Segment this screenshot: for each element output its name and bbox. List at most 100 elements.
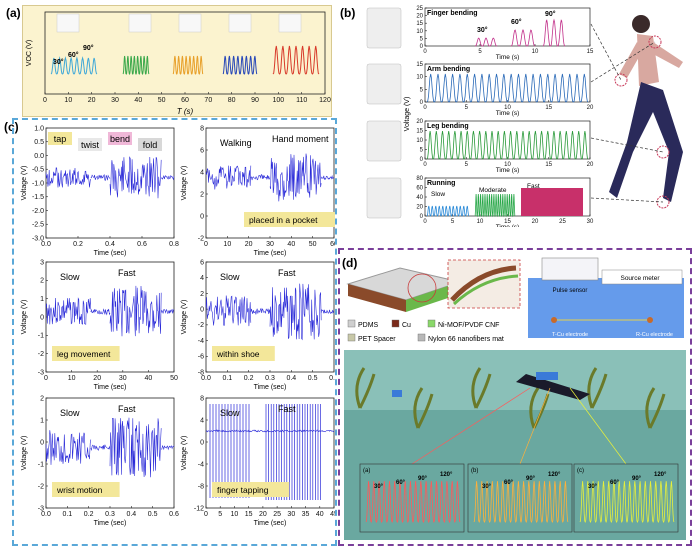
speed-label: Fast	[527, 183, 540, 190]
series-line-slow	[426, 205, 470, 217]
inset-angle: 60°	[610, 480, 620, 486]
x-tick-label: 5	[478, 49, 482, 55]
inset-angle: 30°	[482, 484, 492, 490]
inset-frame	[573, 463, 679, 533]
plot-title: Arm bending	[427, 66, 470, 73]
y-tick-label: 3	[40, 259, 44, 266]
x-tick-label: 25	[559, 219, 566, 225]
x-tick-label: 15	[545, 162, 552, 168]
tcu-electrode	[551, 317, 557, 323]
zoom-layer	[450, 265, 517, 302]
panel-c-label: (c)	[4, 120, 19, 134]
runner-arms	[619, 42, 683, 78]
tag-bg	[108, 132, 132, 145]
y-tick-label: -6	[198, 354, 204, 361]
y-tick-label: -2.5	[32, 222, 44, 229]
signal-trace	[90, 174, 111, 181]
signal-trace	[250, 307, 271, 315]
x-tick-label: 15	[504, 219, 511, 225]
x-axis-label: Time (s)	[496, 54, 520, 61]
x-tick-label: 80	[228, 97, 236, 104]
angle-label: 30°	[53, 58, 64, 66]
y-tick-label: 4	[200, 275, 204, 282]
segment-label: Slow	[60, 408, 80, 418]
signal-trace	[45, 430, 92, 465]
x-tick-label: 0.6	[137, 241, 147, 248]
sensor-marker	[656, 145, 670, 159]
y-tick-label: -2	[198, 235, 204, 242]
x-tick-label: 20	[532, 219, 539, 225]
y-tick-label: -1	[38, 461, 44, 468]
y-tick-label: 15	[416, 129, 423, 135]
angle-label: 90°	[545, 10, 556, 18]
y-tick-label: 20	[416, 119, 423, 125]
y-tick-label: 60	[416, 186, 423, 192]
x-tick-label: 0	[423, 49, 427, 55]
x-axis-label: Time (sec)	[254, 520, 287, 527]
x-tick-label: 30	[587, 219, 594, 225]
series-line-1	[426, 73, 589, 103]
sensor-marker	[614, 73, 628, 87]
y-axis-label: Voltage (V)	[21, 166, 28, 201]
y-tick-label: 8	[200, 125, 204, 132]
y-tick-label: -1.0	[32, 180, 44, 187]
angle-label: 60°	[511, 18, 522, 26]
x-tick-label: 100	[272, 97, 284, 104]
signal-trace	[90, 444, 111, 451]
note-label: within shoe	[216, 349, 260, 359]
x-axis-label: Time (s)	[496, 110, 520, 117]
angle-label: 90°	[83, 44, 94, 52]
runner-legs	[609, 82, 683, 202]
x-tick-label: 45	[330, 511, 335, 518]
note-label: finger tapping	[217, 485, 269, 495]
x-tick-label: 5	[465, 162, 469, 168]
pulse-sensor-label: Pulse sensor	[553, 288, 588, 294]
legend-swatch	[347, 333, 356, 342]
x-tick-label: 50	[158, 97, 166, 104]
seaweed	[587, 367, 608, 409]
segment-label: Hand moment	[272, 134, 329, 144]
y-tick-label: 10	[416, 29, 423, 35]
x-axis-label: Time (sec)	[94, 384, 127, 391]
runner-head	[632, 15, 650, 33]
sensor-marker	[648, 35, 662, 49]
x-tick-label: 35	[302, 511, 310, 518]
inset-angle: 90°	[418, 476, 428, 482]
signal-trace	[320, 174, 335, 180]
motion-photo	[56, 13, 80, 33]
y-tick-label: -2.0	[32, 208, 44, 215]
note-label: leg movement	[57, 349, 111, 359]
legend-swatch	[427, 319, 436, 328]
y-tick-label: -3.0	[32, 235, 44, 242]
legend-label: Ni-MOF/PVDF CNF	[438, 322, 499, 329]
y-tick-label: -8	[198, 483, 204, 490]
segment-label: Walking	[220, 138, 252, 148]
series-line-a4	[222, 55, 258, 75]
x-tick-label: 0.2	[244, 375, 254, 382]
y-tick-label: -2	[38, 483, 44, 490]
x-tick-label: 0.4	[126, 511, 136, 518]
x-axis-label: Time (sec)	[94, 250, 127, 257]
source-meter-label: Source meter	[620, 275, 660, 282]
signal-trace	[269, 283, 322, 341]
y-tick-label: 15	[416, 21, 423, 27]
inset-frame	[467, 463, 573, 533]
sensor-photo	[366, 63, 402, 105]
x-tick-label: 0	[423, 219, 427, 225]
x-tick-label: 0.3	[105, 511, 115, 518]
y-tick-label: 2	[40, 395, 44, 402]
note-label: placed in a pocket	[249, 215, 318, 225]
pulse-sensor-box	[541, 257, 599, 281]
inset-leader	[519, 387, 551, 465]
y-tick-label: 0	[420, 214, 424, 220]
x-tick-label: 5	[451, 219, 455, 225]
signal-trace	[109, 285, 162, 337]
water-tank	[528, 278, 684, 338]
inset-series	[365, 481, 461, 524]
panel-a-label: (a)	[6, 6, 21, 20]
x-tick-label: 0.6	[329, 375, 335, 382]
y-tick-label: 5	[420, 36, 424, 42]
x-tick-label: 10	[231, 511, 239, 518]
sensor-photo	[366, 177, 402, 219]
x-axis-label: Time (s)	[496, 224, 520, 227]
